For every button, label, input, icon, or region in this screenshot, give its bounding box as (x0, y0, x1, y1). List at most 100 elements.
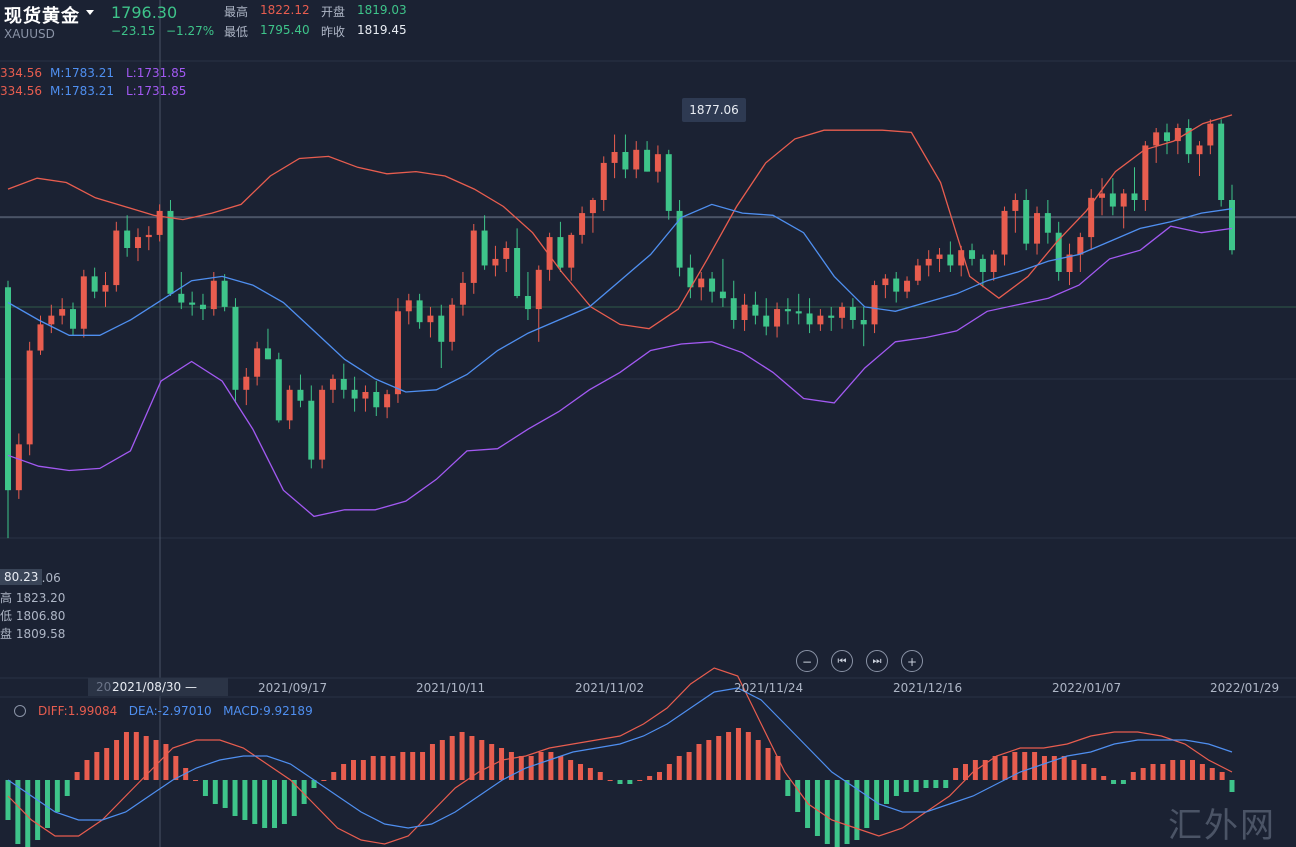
macd-bar (1012, 752, 1018, 780)
candle-body (1185, 128, 1192, 155)
instrument-symbol: XAUUSD (4, 27, 55, 41)
ohlc-close: 盘 1809.58 (0, 627, 66, 641)
macd-bar (587, 768, 593, 780)
macd-bar (765, 748, 771, 780)
macd-bar (597, 772, 603, 780)
macd-bar (311, 780, 317, 788)
candle-body (1164, 132, 1171, 142)
candle-body (1218, 123, 1225, 200)
candle-body (654, 154, 661, 172)
candle-body (481, 230, 488, 266)
macd-bar (104, 748, 110, 780)
macd-bar (1190, 760, 1196, 780)
candle-body (839, 306, 846, 318)
macd-bar (1071, 760, 1077, 780)
macd-bar (1111, 780, 1117, 784)
candle-body (958, 250, 965, 266)
macd-bar (291, 780, 297, 816)
low-value: 1795.40 (260, 23, 310, 37)
candle-body (48, 315, 55, 325)
macd-bar (193, 780, 199, 781)
zoom-in-button[interactable]: + (901, 650, 923, 672)
candle-body (503, 248, 510, 259)
boll-upper-line (7, 114, 1233, 330)
zoom-out-button[interactable]: − (796, 650, 818, 672)
candle-body (297, 389, 304, 401)
candle-body (795, 311, 802, 314)
candle-body (979, 258, 986, 272)
candle-body (1142, 145, 1149, 200)
macd-bar (459, 732, 465, 780)
candle-body (644, 149, 651, 172)
macd-bar (568, 760, 574, 780)
candle-body (904, 280, 911, 292)
macd-bar (489, 744, 495, 780)
macd-bar (824, 780, 830, 844)
macd-bar (153, 740, 159, 780)
macd-bar (1061, 756, 1067, 780)
macd-bar (202, 780, 208, 796)
macd-bar (1041, 756, 1047, 780)
candle-body (990, 254, 997, 272)
macd-bar (123, 732, 129, 780)
ohlc-high: 高 1823.20 (0, 591, 66, 605)
candle-body (579, 213, 586, 235)
macd-bar (5, 780, 11, 820)
macd-bar (617, 780, 623, 784)
macd-bar (390, 756, 396, 780)
macd-bar (844, 780, 850, 844)
macd-bar (706, 740, 712, 780)
candle-body (264, 348, 271, 360)
macd-bar (321, 780, 327, 781)
crosshair-date: 2021/08/30 — (112, 680, 197, 694)
gear-icon[interactable] (14, 705, 26, 717)
macd-bar (1032, 752, 1038, 780)
candle-body (676, 210, 683, 268)
candle-body (741, 304, 748, 320)
step-back-button[interactable]: ⏮ (831, 650, 853, 672)
macd-bar (1140, 768, 1146, 780)
candle-body (1120, 193, 1127, 207)
candle-body (340, 378, 347, 390)
macd-dea-line (7, 687, 1233, 829)
min-price-marker: 80.23 (0, 569, 43, 585)
candle-body (449, 304, 456, 342)
macd-legend: DIFF:1.99084 DEA:-2.97010 MACD:9.92189 (38, 704, 313, 718)
open-value: 1819.03 (357, 3, 407, 17)
candle-body (882, 278, 889, 286)
step-forward-button[interactable]: ⏭ (866, 650, 888, 672)
ohlc-low: 低 1806.80 (0, 609, 66, 623)
max-price-tooltip: 1877.06 (682, 98, 746, 122)
candle-body (156, 210, 163, 235)
candle-body (763, 315, 770, 327)
macd-bar (1170, 760, 1176, 780)
boll-mid-line (7, 203, 1233, 393)
macd-bar (242, 780, 248, 820)
candle-body (546, 237, 553, 270)
candle-body (1174, 128, 1181, 142)
candle-body (893, 278, 900, 292)
macd-bar (1209, 768, 1215, 780)
crosshair-date-box (88, 678, 228, 696)
macd-bar (933, 780, 939, 788)
macd-bar (538, 752, 544, 780)
instrument-title[interactable]: 现货黄金 (4, 6, 80, 27)
candle-body (1055, 232, 1062, 272)
macd-bar (854, 780, 860, 840)
macd-bar (331, 772, 337, 780)
chevron-down-icon[interactable] (86, 10, 94, 15)
macd-bar (548, 752, 554, 780)
macd-bar (1002, 756, 1008, 780)
macd-bar (400, 752, 406, 780)
candle-body (687, 267, 694, 288)
candle-body (1229, 200, 1235, 251)
macd-bar (992, 756, 998, 780)
macd-bar (1051, 756, 1057, 780)
macd-bar (449, 736, 455, 780)
candle-body (1001, 210, 1008, 255)
candle-body (1099, 193, 1106, 198)
candle-body (91, 276, 98, 292)
macd-bar (666, 764, 672, 780)
macd-diff-line (7, 667, 1233, 845)
